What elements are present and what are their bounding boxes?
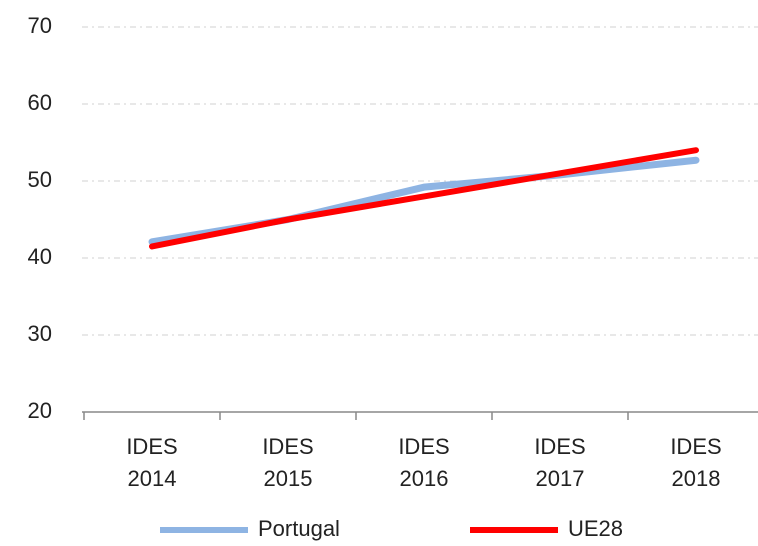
legend-label: UE28 — [568, 516, 623, 541]
x-tick-label: IDES 2016 — [398, 434, 449, 491]
x-tick-label: IDES 2017 — [534, 434, 585, 491]
y-tick-label: 60 — [28, 90, 52, 115]
x-tick-label: IDES 2014 — [126, 434, 177, 491]
x-tick-label: IDES 2015 — [262, 434, 313, 491]
y-tick-label: 40 — [28, 244, 52, 269]
series-line — [149, 147, 699, 250]
y-tick-label: 50 — [28, 167, 52, 192]
legend-label: Portugal — [258, 516, 340, 541]
y-tick-label: 70 — [28, 13, 52, 38]
x-tick-label: IDES 2018 — [670, 434, 721, 491]
y-tick-label: 20 — [28, 398, 52, 423]
y-tick-label: 30 — [28, 321, 52, 346]
